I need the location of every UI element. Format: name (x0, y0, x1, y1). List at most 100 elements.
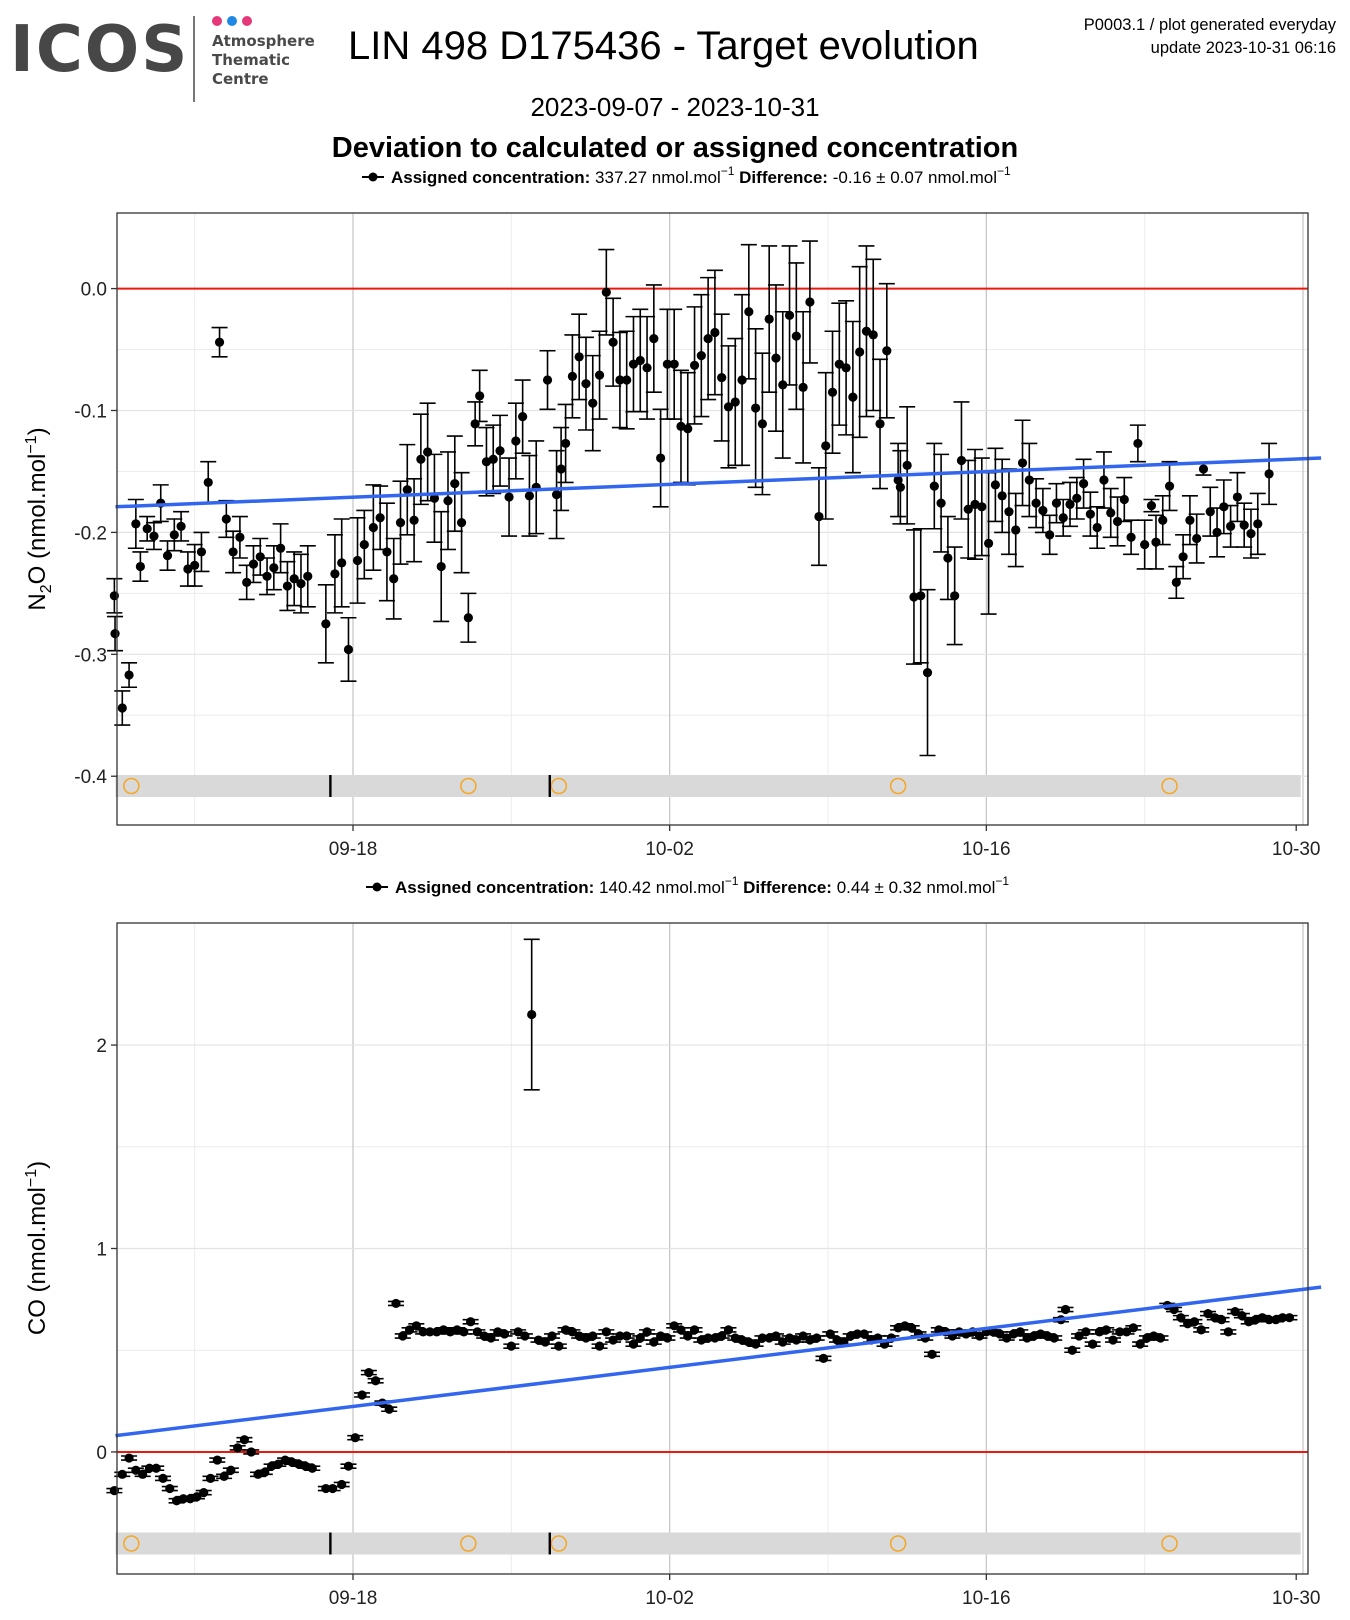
logo-dot-pink (212, 16, 222, 26)
point-marker (855, 347, 865, 357)
point-marker (1049, 1333, 1059, 1343)
data-point (844, 320, 861, 474)
data-point (381, 1404, 398, 1414)
data-point (496, 1329, 513, 1339)
data-point (1012, 1327, 1029, 1337)
point-marker (1092, 522, 1102, 533)
data-point (408, 1321, 425, 1331)
point-marker (821, 441, 831, 451)
point-marker (963, 504, 973, 514)
data-point (166, 518, 183, 552)
data-point (354, 1390, 371, 1400)
point-marker (1038, 505, 1048, 516)
data-point (222, 1465, 239, 1475)
point-marker (389, 574, 399, 584)
point-marker (622, 1331, 632, 1341)
point-marker (395, 518, 406, 528)
point-marker (226, 1465, 236, 1475)
y-tick-label: 0 (96, 1443, 107, 1464)
logo-subtitle-line-1: Atmosphere (212, 32, 315, 50)
data-point (1152, 1333, 1169, 1343)
data-point (272, 523, 289, 574)
data-point (1077, 1327, 1094, 1337)
data-point (1055, 498, 1072, 537)
event-circle (1161, 1535, 1178, 1552)
data-point (394, 1331, 411, 1341)
point-marker (486, 1333, 496, 1343)
point-marker (556, 464, 566, 474)
point-marker (337, 1479, 347, 1490)
data-point (905, 529, 922, 665)
data-point (462, 1317, 479, 1327)
trend-line (115, 1285, 1322, 1438)
data-point (1068, 476, 1085, 520)
data-point (503, 1341, 520, 1351)
plot-meta-line-2: update 2023-10-31 06:16 (1150, 39, 1336, 57)
data-point (577, 336, 594, 431)
event-circle (550, 777, 568, 795)
data-point (700, 276, 717, 401)
point-marker (429, 493, 440, 503)
point-marker (676, 1325, 686, 1335)
data-point (912, 527, 929, 664)
point-marker (337, 558, 347, 568)
point-marker (1212, 527, 1222, 538)
point-marker (771, 1331, 781, 1341)
point-marker (520, 1331, 530, 1341)
data-point (159, 540, 176, 572)
data-point (824, 330, 841, 454)
point-marker (176, 521, 186, 531)
data-point (460, 592, 477, 643)
data-point (767, 284, 784, 433)
legend-text-part: −1 (997, 164, 1011, 178)
point-marker (875, 419, 885, 429)
data-point (356, 509, 373, 580)
data-point (446, 435, 463, 532)
data-point (632, 308, 649, 413)
y-tick-label: -0.2 (74, 523, 107, 544)
data-point (1215, 479, 1232, 535)
legend-marker (372, 882, 382, 892)
point-marker (848, 392, 858, 402)
point-marker (1189, 1317, 1200, 1327)
data-point (639, 1327, 656, 1337)
legend-text-part: 0.44 ± 0.32 nmol.mol (837, 878, 996, 897)
data-point (548, 449, 565, 540)
data-point (926, 442, 943, 530)
point-marker (990, 480, 1000, 490)
data-point (973, 457, 990, 557)
event-circle (460, 777, 477, 795)
point-marker (628, 1339, 639, 1349)
point-marker (635, 355, 645, 366)
point-marker (841, 363, 851, 373)
x-tick-label: 10-02 (645, 839, 694, 860)
point-marker (352, 555, 363, 566)
point-marker (608, 337, 618, 347)
data-point (1168, 565, 1185, 600)
point-marker (628, 359, 639, 369)
data-point (686, 1325, 703, 1335)
data-point (1281, 1313, 1298, 1323)
data-point (1209, 507, 1226, 558)
point-marker (343, 644, 354, 655)
legend-text-part: 140.42 nmol.mol (599, 878, 725, 897)
data-point (645, 1337, 662, 1347)
point-marker (151, 1463, 161, 1473)
data-point (815, 1353, 832, 1363)
data-point (878, 282, 895, 419)
point-marker (574, 352, 584, 362)
event-band (115, 1532, 1301, 1555)
point-marker (459, 1327, 469, 1337)
y-axis-label: CO (nmol.mol−1) (23, 1161, 51, 1335)
point-marker (861, 326, 872, 336)
data-point (713, 313, 730, 442)
chart-panel-n2o: 0.0 -0.1 -0.2 -0.3 -0.4 09-18 10-02 10-16 10-30 N… (23, 164, 1322, 860)
point-marker (818, 1353, 829, 1363)
point-marker (321, 619, 331, 629)
point-marker (255, 552, 265, 562)
point-marker (504, 492, 514, 502)
data-point (539, 349, 556, 411)
point-marker (1239, 520, 1249, 530)
point-marker (1015, 1327, 1025, 1337)
data-point (1188, 513, 1205, 564)
